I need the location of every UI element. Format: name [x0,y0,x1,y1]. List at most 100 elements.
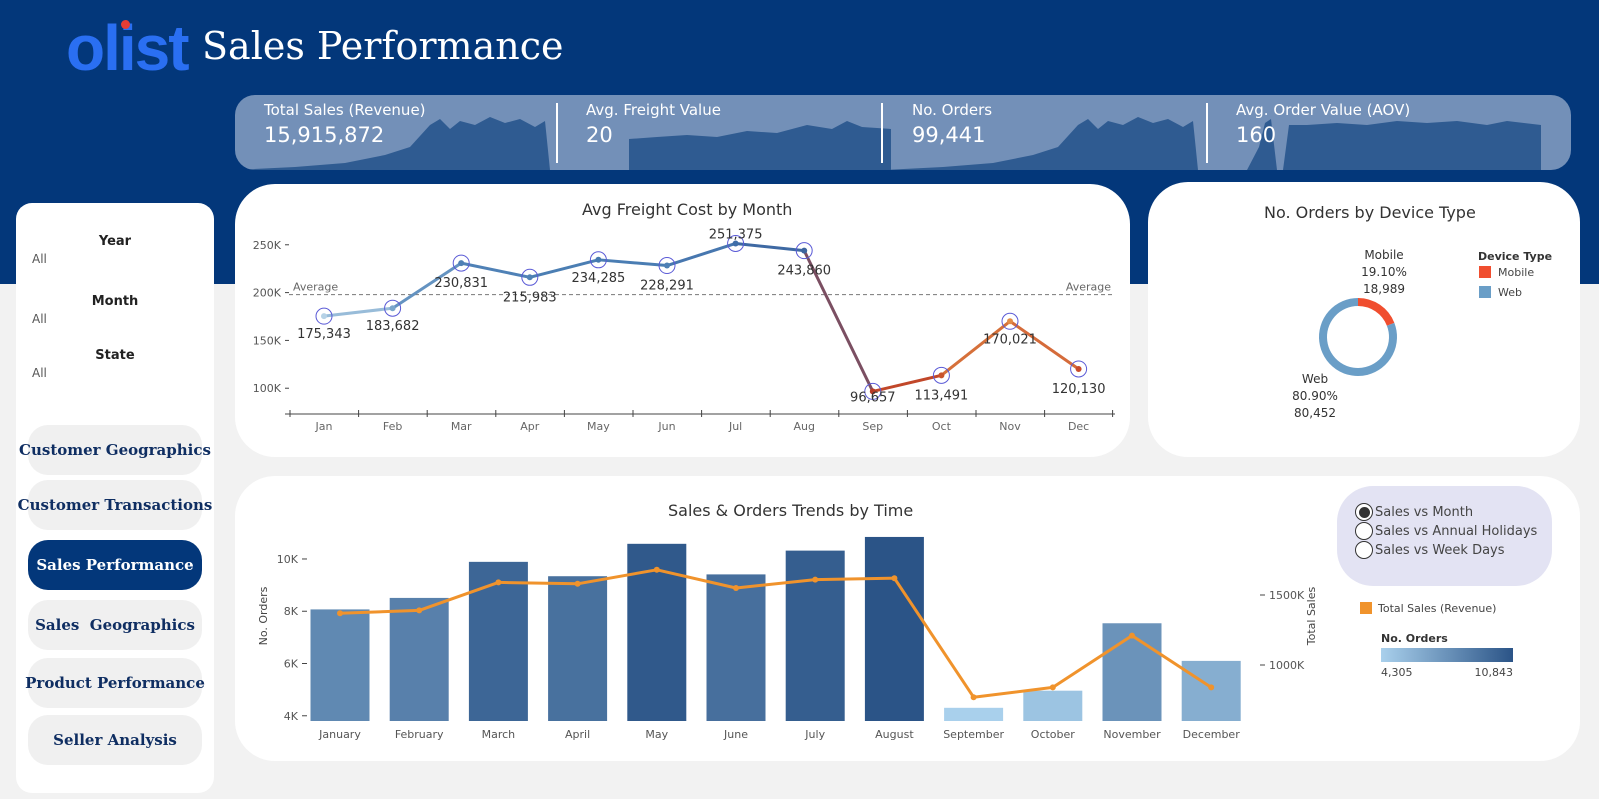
nav-customer-geographics[interactable]: Customer Geographics [19,425,211,475]
avg-freight-sparkline [629,121,891,170]
kpi-bar: Total Sales (Revenue) 15,915,872 Avg. Fr… [235,95,1571,170]
x-tick-label: Jul [728,420,742,433]
value-label: 175,343 [297,327,351,342]
line-segment [391,261,463,310]
line-segment [734,241,806,253]
y-right-axis-title: Total Sales [1305,587,1318,647]
value-label: 120,130 [1052,382,1106,397]
nav-customer-transactions[interactable]: Customer Transactions [18,480,212,530]
radio-sales-vs-month[interactable]: Sales vs Month [1355,503,1473,521]
legend-title: Device Type [1478,250,1552,263]
line-segment [871,373,943,393]
radio-sales-vs-weekdays[interactable]: Sales vs Week Days [1355,541,1505,559]
orders-bar [1102,623,1162,721]
line-segment [939,319,1012,377]
sales-point [1129,632,1135,639]
kpi-total-sales: Total Sales (Revenue) 15,915,872 [235,95,569,170]
x-tick-label: Jan [315,420,333,433]
orders-bar [389,597,449,721]
x-tick-label: May [645,728,668,741]
data-point [389,305,396,312]
orders-bar [1023,690,1083,721]
web-percent-label: 80.90% [1292,389,1338,403]
page-title: Sales Performance [202,24,564,68]
orders-bar [468,561,528,721]
sales-line-segment [576,568,659,586]
radio-selected-icon [1355,503,1373,521]
data-point-ring [864,382,882,400]
y-tick-label: 100K [253,382,282,395]
orders-bar [548,576,608,721]
kpi-divider [556,103,558,163]
nav-sales-performance[interactable]: Sales Performance [28,540,202,590]
legend-label: Mobile [1498,266,1534,279]
sales-line-segment [496,580,580,586]
kpi-divider [881,103,883,163]
sales-line-segment [417,580,500,612]
line-segment [802,249,875,393]
x-tick-label: July [804,728,825,741]
value-label: 243,860 [777,264,831,279]
sales-point [812,576,819,583]
line-segment [596,258,669,268]
x-tick-label: February [395,728,444,741]
value-label: 215,983 [503,290,557,305]
data-point-ring [795,242,813,260]
filter-month-dropdown[interactable]: All [32,312,47,326]
orders-bar [706,574,766,721]
average-label-left: Average [293,281,338,294]
legend-swatch [1479,266,1491,278]
y-tick-label: 150K [253,334,282,347]
freight-chart-title: Avg Freight Cost by Month [582,200,793,219]
data-point-ring [521,268,539,286]
no-orders-sparkline [883,117,1198,170]
nav-product-performance[interactable]: Product Performance [25,658,205,708]
kpi-divider [1206,103,1208,163]
x-tick-label: May [587,420,610,433]
data-point [732,240,739,247]
data-point-ring [1070,360,1088,378]
radio-sales-vs-holidays[interactable]: Sales vs Annual Holidays [1355,522,1537,540]
line-segment [528,258,600,279]
nav-seller-analysis[interactable]: Seller Analysis [28,715,202,765]
y-tick-label: 250K [253,239,282,252]
device-chart-panel [1148,182,1580,457]
donut-slice-web [1319,298,1397,376]
sales-line-segment [734,578,817,590]
data-point [1075,365,1082,372]
data-point [1007,318,1013,325]
x-tick-label: January [318,728,361,741]
sales-point [970,694,977,701]
line-segment [322,306,395,318]
value-label: 96,657 [850,390,896,405]
kpi-label: No. Orders [912,101,993,119]
x-tick-label: September [943,728,1004,741]
data-point [458,260,465,267]
filter-nav-panel: Year All Month All State All Customer Ge… [16,203,214,793]
data-point [938,372,945,379]
sales-point [495,579,502,586]
kpi-value: 20 [586,123,613,147]
sales-line-segment [338,608,421,615]
data-point [869,388,876,395]
orders-bar [864,536,924,721]
data-point-ring [315,307,333,325]
data-point [801,247,808,254]
filter-year-dropdown[interactable]: All [32,252,47,266]
filter-state-label: State [95,348,135,363]
freight-line-chart: 100K 150K 200K 250K Jan Feb Mar Apr May Jun Jul Aug… [253,227,1115,433]
x-tick-label: Jun [657,420,675,433]
kpi-no-orders: No. Orders 99,441 [883,95,1217,170]
mobile-name-label: Mobile [1364,248,1403,262]
data-point-ring [589,251,607,269]
x-tick-label: August [875,728,914,741]
nav-sales-geographics[interactable]: Sales Geographics [28,600,202,650]
y-right-tick-label: 1000K [1269,659,1305,672]
data-point-ring [658,257,676,275]
color-legend-bar [1381,648,1513,662]
radio-label: Sales vs Month [1375,504,1474,520]
value-label: 113,491 [915,388,969,403]
web-count-label: 80,452 [1294,406,1336,420]
filter-state-dropdown[interactable]: All [32,366,47,380]
